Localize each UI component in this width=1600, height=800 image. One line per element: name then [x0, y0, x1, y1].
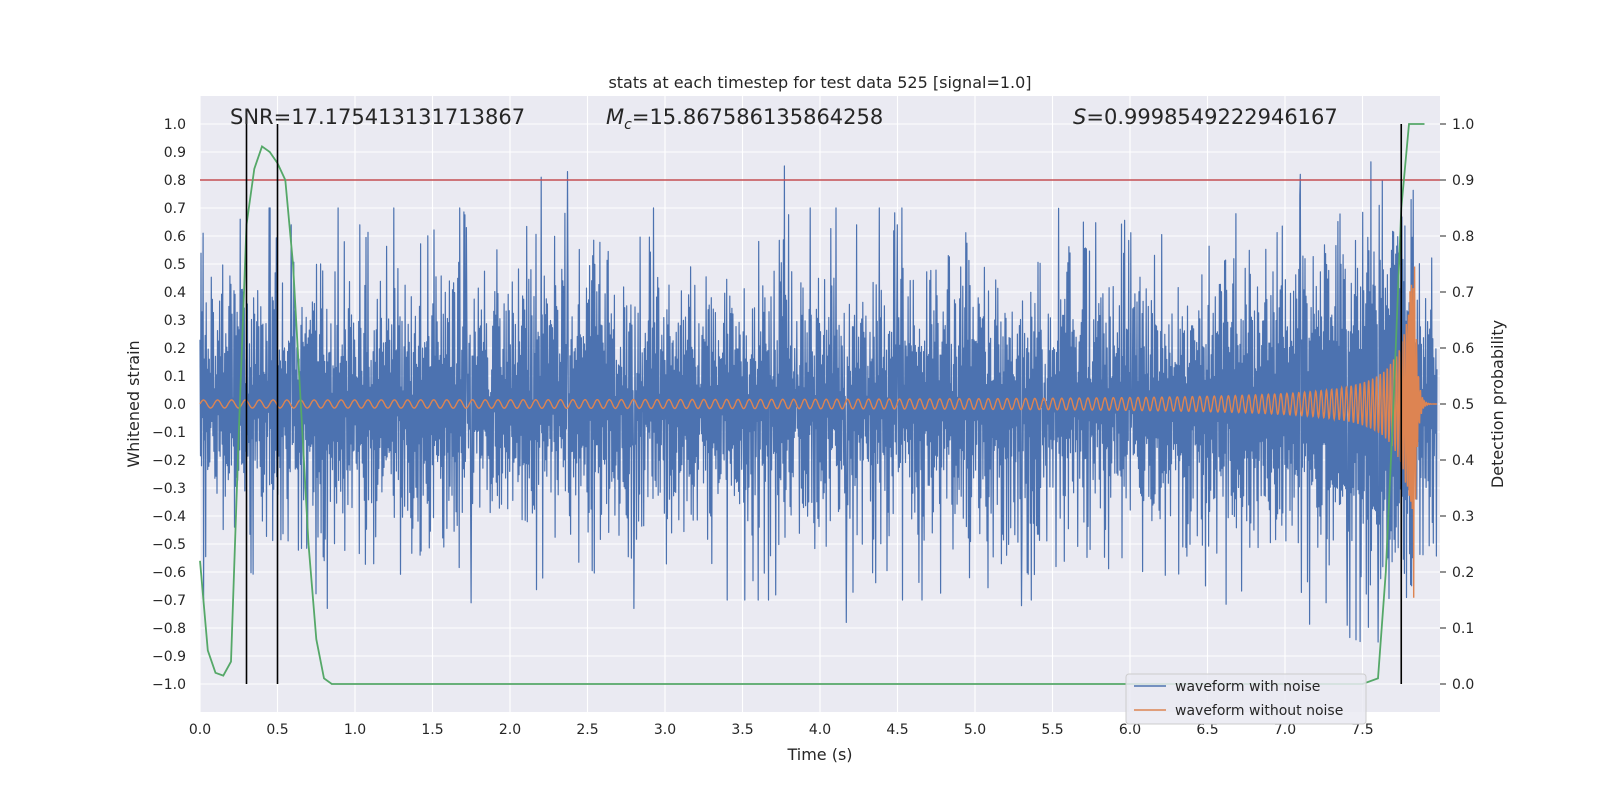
y-right-tick-label: 0.9 — [1452, 173, 1474, 189]
y-tick-label: −1.0 — [152, 677, 186, 693]
x-tick-label: 0.5 — [266, 722, 288, 738]
mc-subscript: c — [624, 117, 632, 133]
y-axis-label: Whitened strain — [124, 340, 143, 467]
x-tick-label: 2.0 — [499, 722, 521, 738]
x-tick-label: 2.5 — [576, 722, 598, 738]
y-ticks: 1.0 0.9 0.8 0.7 0.6 0.5 0.4 0.3 0.2 0.1 0.0 −0.1 −0.… — [152, 117, 186, 693]
y-tick-label: 1.0 — [164, 117, 186, 133]
y-tick-label: −0.7 — [152, 593, 186, 609]
y-tick-label: 0.7 — [164, 201, 186, 217]
s-annotation: S=0.9998549222946167 — [1073, 105, 1338, 129]
mc-symbol: M — [606, 105, 624, 129]
legend-label-clean: waveform without noise — [1175, 703, 1343, 719]
y-right-tick-label: 0.8 — [1452, 229, 1474, 245]
y-right-tick-label: 0.5 — [1452, 397, 1474, 413]
s-value: 0.9998549222946167 — [1104, 105, 1338, 129]
x-tick-label: 7.5 — [1351, 722, 1373, 738]
chart-title: stats at each timestep for test data 525… — [608, 73, 1031, 92]
series-waveform-without-noise — [199, 266, 1437, 598]
s-symbol: S — [1073, 105, 1086, 129]
mc-annotation: Mc=15.867586135864258 — [606, 105, 883, 133]
y-tick-label: −0.9 — [152, 649, 186, 665]
y-tick-label: −0.4 — [152, 509, 186, 525]
legend-label-noise: waveform with noise — [1175, 679, 1320, 695]
y-tick-label: 0.8 — [164, 173, 186, 189]
y-tick-label: −0.1 — [152, 425, 186, 441]
y-tick-label: 0.1 — [164, 369, 186, 385]
y-tick-label: 0.6 — [164, 229, 186, 245]
y-tick-label: −0.6 — [152, 565, 186, 581]
legend: waveform with noise waveform without noi… — [1125, 673, 1367, 725]
y-tick-label: −0.3 — [152, 481, 186, 497]
x-tick-label: 4.5 — [886, 722, 908, 738]
x-tick-label: 5.0 — [964, 722, 986, 738]
y-right-tick-label: 0.6 — [1452, 341, 1474, 357]
series-layer — [199, 123, 1440, 685]
y-tick-label: −0.8 — [152, 621, 186, 637]
x-tick-label: 4.0 — [809, 722, 831, 738]
y-tick-label: 0.2 — [164, 341, 186, 357]
x-tick-label: 1.5 — [421, 722, 443, 738]
markers — [245, 124, 1403, 684]
snr-annotation: SNR=17.175413131713867 — [230, 105, 525, 129]
y-tick-label: −0.2 — [152, 453, 186, 469]
y-tick-label: 0.3 — [164, 313, 186, 329]
x-tick-label: 7.0 — [1274, 722, 1296, 738]
y-tick-label: 0.0 — [164, 397, 186, 413]
x-ticks: 0.0 0.5 1.0 1.5 2.0 2.5 3.0 3.5 4.0 4.5 5.0 5.5 6.0 6… — [189, 722, 1374, 738]
y-right-axis-label: Detection probability — [1488, 320, 1507, 488]
y-right-ticks: 1.0 0.9 0.8 0.7 0.6 0.5 0.4 0.3 0.2 0.1 0.0 — [1440, 117, 1474, 693]
x-tick-label: 1.0 — [344, 722, 366, 738]
x-axis-label: Time (s) — [786, 745, 852, 764]
x-tick-label: 0.0 — [189, 722, 211, 738]
y-right-tick-label: 0.3 — [1452, 509, 1474, 525]
series-waveform-with-noise — [199, 161, 1438, 643]
y-right-tick-label: 0.0 — [1452, 677, 1474, 693]
x-tick-label: 5.5 — [1041, 722, 1063, 738]
y-tick-label: 0.4 — [164, 285, 186, 301]
y-tick-label: −0.5 — [152, 537, 186, 553]
mc-value: 15.867586135864258 — [649, 105, 883, 129]
y-right-tick-label: 0.1 — [1452, 621, 1474, 637]
legend-box — [1125, 673, 1367, 725]
snr-label: SNR — [230, 105, 274, 129]
x-tick-label: 6.5 — [1196, 722, 1218, 738]
x-tick-label: 6.0 — [1119, 722, 1141, 738]
x-tick-label: 3.5 — [731, 722, 753, 738]
y-tick-label: 0.5 — [164, 257, 186, 273]
y-right-tick-label: 0.4 — [1452, 453, 1474, 469]
series-detection-probability — [199, 123, 1425, 685]
y-right-tick-label: 1.0 — [1452, 117, 1474, 133]
y-right-tick-label: 0.7 — [1452, 285, 1474, 301]
y-right-tick-label: 0.2 — [1452, 565, 1474, 581]
x-tick-label: 3.0 — [654, 722, 676, 738]
y-tick-label: 0.9 — [164, 145, 186, 161]
snr-value: 17.175413131713867 — [291, 105, 525, 129]
